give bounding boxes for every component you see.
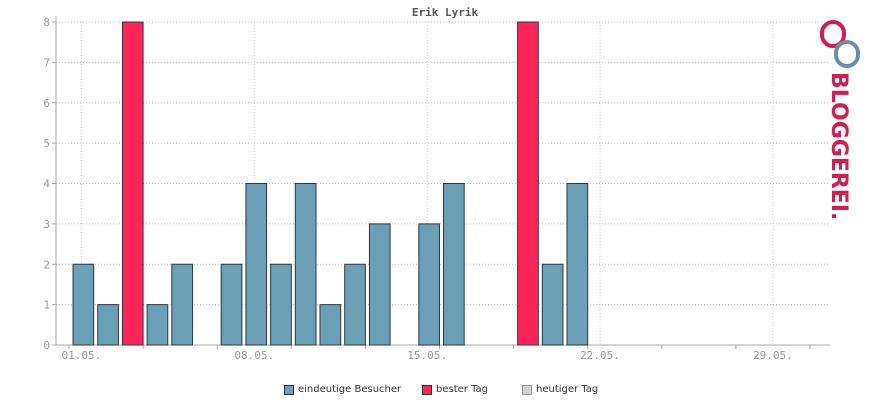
visitor-bar — [368, 223, 391, 346]
chart-legend: eindeutige Besucher bester Tag heutiger … — [0, 384, 870, 400]
y-tick-label: 5 — [43, 137, 50, 150]
visitor-bar — [171, 263, 194, 346]
x-tick-label: 08.05. — [234, 349, 274, 362]
y-tick-label: 3 — [43, 218, 50, 231]
visitor-bar — [97, 304, 119, 346]
x-tick-labels: 01.05. 08.05. 15.05. 22.05. 29.05. — [61, 349, 792, 362]
visitor-bar — [245, 183, 268, 346]
speech-bubble-icon — [820, 20, 860, 68]
visitor-bar — [443, 183, 465, 346]
legend-item-best-day: bester Tag — [422, 384, 488, 395]
legend-label-visitors: eindeutige Besucher — [298, 384, 402, 395]
visitor-bar — [146, 304, 169, 346]
visitor-bar — [270, 263, 292, 346]
y-tick-labels: 0 1 2 3 4 5 6 7 8 — [43, 16, 50, 352]
chart-axes — [52, 16, 830, 349]
x-tick-label: 15.05. — [407, 349, 447, 362]
logo-wordmark: BLOGGEREI.DE — [826, 72, 851, 218]
chart-title: Erik Lyrik — [412, 6, 479, 19]
y-tick-label: 1 — [43, 299, 50, 312]
visitor-bar — [418, 223, 440, 346]
visitor-bar — [294, 183, 317, 346]
legend-label-best-day: bester Tag — [436, 384, 489, 395]
legend-item-today: heutiger Tag — [522, 384, 598, 395]
visitor-bar — [541, 263, 564, 346]
visitor-bar — [566, 183, 589, 346]
y-tick-label: 7 — [43, 56, 50, 69]
legend-item-visitors: eindeutige Besucher — [284, 384, 401, 395]
y-tick-label: 6 — [43, 97, 50, 110]
best-day-bar — [517, 21, 539, 346]
y-tick-label: 0 — [43, 339, 50, 352]
legend-swatch-best-day — [422, 384, 432, 395]
x-tick-label: 01.05. — [61, 349, 101, 362]
visitor-bar — [72, 263, 95, 346]
visitor-bar — [220, 263, 243, 346]
legend-label-today: heutiger Tag — [536, 384, 599, 395]
x-tick-label: 29.05. — [753, 349, 793, 362]
y-tick-label: 8 — [43, 16, 50, 29]
visitor-bar — [319, 304, 342, 346]
y-tick-label: 2 — [43, 258, 50, 271]
legend-swatch-today — [522, 384, 532, 395]
best-day-bar — [121, 21, 144, 346]
chart-bars — [72, 21, 589, 346]
logo-wordmark-main: BLOGGEREI. — [826, 72, 851, 218]
visitor-bar — [344, 263, 366, 346]
bloggerei-logo: BLOGGEREI.DE — [816, 18, 868, 239]
legend-swatch-visitors — [284, 384, 294, 395]
y-tick-label: 4 — [43, 178, 50, 191]
x-tick-label: 22.05. — [580, 349, 620, 362]
